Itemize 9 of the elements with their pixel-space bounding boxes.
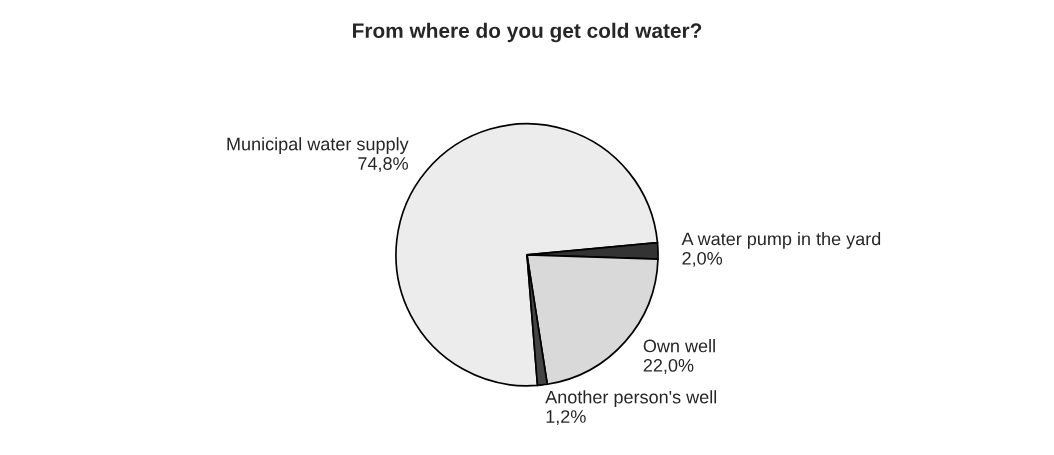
data-label: 1,2% (546, 410, 586, 426)
slice-label: A water pump in the yard (681, 232, 881, 249)
data-label: 74,8% (358, 157, 408, 173)
chart-title: From where do you get cold water? (353, 22, 702, 43)
data-label: 22,0% (643, 359, 694, 374)
data-label: 2,0% (682, 251, 723, 267)
slice-label: Municipal water supply (227, 137, 409, 155)
slice-label: Own well (643, 339, 715, 353)
slice-label: Another person's well (545, 390, 717, 408)
